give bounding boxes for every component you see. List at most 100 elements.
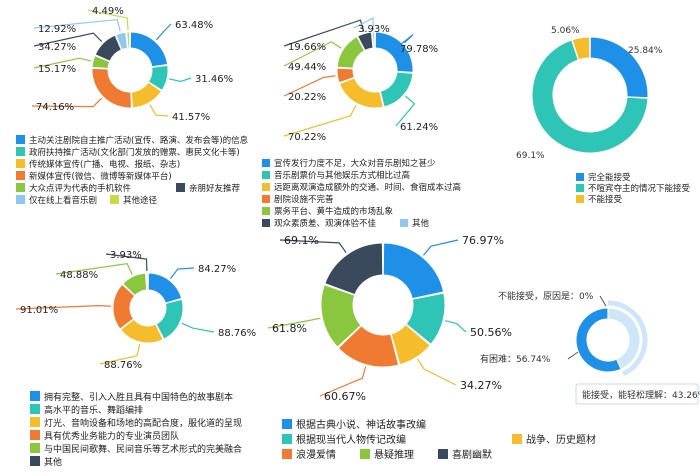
slice-5 (320, 284, 362, 348)
data-label: 69.1% (284, 234, 319, 247)
legend-swatch (262, 219, 270, 227)
legend-label: 其他 (44, 456, 62, 468)
legend-label: 传统媒体宣传(广播、电视、报纸、杂志) (29, 159, 180, 170)
slice-2 (531, 39, 649, 154)
legend-label: 喜剧幽默 (452, 448, 492, 461)
legend-swatch (16, 183, 25, 192)
data-label: 60.67% (324, 390, 366, 403)
legend-label: 战争、历史题材 (526, 433, 596, 446)
data-label: 有困难：56.74% (480, 353, 551, 365)
tooltip-label: 能接受，能轻松理解：43.26% (582, 389, 700, 401)
leader-line (283, 104, 357, 137)
legend-label: 仅在线上看音乐剧 (29, 195, 97, 206)
legend-swatch (400, 219, 408, 227)
legend-swatch (262, 195, 270, 203)
slice-8 (126, 31, 131, 49)
slice-highlight (607, 300, 648, 377)
legend-label: 音乐剧票价与其他娱乐方式相比过高 (274, 170, 410, 181)
slice-6 (145, 272, 149, 291)
legend-swatch (438, 449, 448, 459)
leader-line (155, 23, 172, 41)
slice-6 (324, 242, 384, 296)
slice-4 (336, 67, 355, 84)
leader-line (267, 317, 321, 329)
data-label: 31.46% (195, 74, 233, 85)
leader-line (395, 34, 414, 49)
leader-line (567, 351, 579, 360)
leader-line (279, 239, 347, 254)
slice-1 (589, 36, 649, 99)
slice-3 (119, 318, 164, 344)
legend-label: 浪漫爱情 (296, 448, 336, 461)
leader-line (99, 343, 141, 365)
slice-3 (390, 323, 431, 366)
leader-line (31, 97, 103, 108)
legend-swatch (30, 391, 40, 401)
data-label: 91.01% (20, 305, 58, 316)
data-label: 3.93% (110, 250, 142, 261)
data-label: 12.92% (38, 24, 76, 35)
data-label: 48.88% (60, 270, 98, 281)
leader-line (149, 104, 169, 117)
leader-line (33, 18, 121, 32)
leader-line (353, 17, 374, 31)
leader-line (105, 253, 148, 272)
leader-line (169, 267, 195, 279)
leader-line (87, 9, 129, 31)
legend-swatch (262, 183, 270, 191)
leader-line (33, 32, 103, 47)
slice-5 (122, 272, 148, 297)
legend-label: 根据古典小说、神话故事改编 (296, 418, 426, 431)
slice-2 (147, 64, 169, 92)
slice-4 (337, 325, 400, 368)
data-label: 15.17% (38, 64, 76, 75)
legend-label: 其他 (412, 218, 430, 229)
leader-line (395, 95, 416, 127)
legend-swatch (30, 404, 40, 414)
data-label: 3.93% (358, 24, 390, 35)
legend-label: 高水平的音乐、舞蹈编排 (44, 404, 143, 416)
legend-label: 根据现当代人物传记改编 (296, 433, 406, 446)
legend-label: 完全能接受 (588, 172, 631, 183)
tooltip-box (575, 383, 699, 405)
data-label: 84.27% (198, 264, 236, 275)
legend-label: 观众素质差、观演体验不佳 (274, 218, 377, 229)
slice-2 (405, 292, 446, 345)
legend-swatch (16, 135, 25, 144)
legend-label: 拥有完整、引入入胜且具有中国特色的故事剧本 (44, 391, 233, 403)
slice-2 (379, 71, 414, 108)
leader-line (168, 77, 192, 83)
data-label: 25.84% (628, 46, 663, 56)
data-label: 69.1% (516, 151, 545, 161)
leader-line (319, 366, 367, 397)
slice-3 (130, 81, 163, 109)
legend-swatch (30, 443, 40, 453)
data-label: 74.16% (36, 102, 74, 113)
legend-label: 新媒体宣传(微信、微博等新媒体平台) (29, 171, 172, 182)
leader-line (599, 295, 607, 307)
legend-swatch (16, 195, 25, 204)
data-label: 63.48% (175, 20, 213, 31)
legend-swatch (360, 449, 370, 459)
legend-label: 其他途径 (123, 195, 158, 206)
data-label: 88.76% (104, 360, 142, 371)
data-label: 88.76% (218, 328, 256, 339)
legend-swatch (30, 430, 40, 440)
legend-label: 票务平台、黄牛造成的市场乱象 (274, 206, 394, 217)
data-label: 61.8% (272, 322, 307, 335)
data-label: 20.22% (288, 92, 326, 103)
legend-label: 不喧宾夺主的情况下能接受 (588, 183, 691, 194)
slice-2 (155, 298, 184, 340)
legend-label: 主动关注剧院自主推广活动(宣传、路演、发布会等)的信息 (29, 135, 249, 146)
legend-swatch (576, 173, 584, 181)
leader-line (444, 320, 467, 333)
legend-swatch (262, 207, 270, 215)
slice-4 (112, 283, 136, 330)
leader-line (33, 57, 92, 69)
slice-4 (91, 67, 132, 109)
legend-label: 具有优秀业务能力的专业演员团队 (44, 430, 179, 442)
data-label: 76.97% (462, 234, 504, 247)
legend-swatch (16, 171, 25, 180)
